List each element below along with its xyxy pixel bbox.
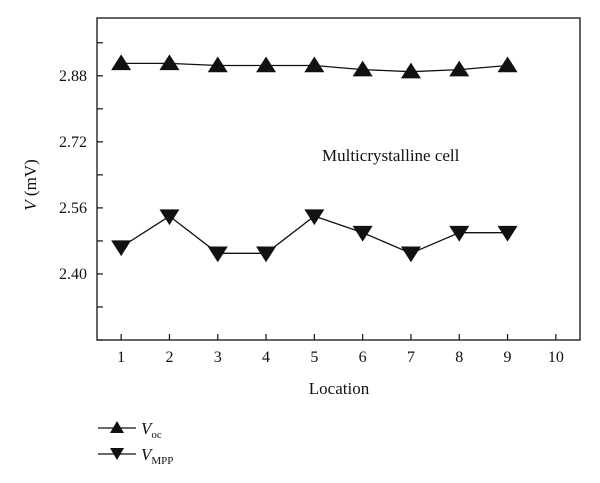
- legend-label-voc: Voc: [141, 419, 162, 441]
- chart-annotation: Multicrystalline cell: [322, 146, 460, 165]
- data-point: [207, 246, 228, 263]
- x-tick-label: 4: [262, 349, 270, 366]
- series-V-oc: [111, 54, 518, 79]
- data-point: [111, 240, 132, 257]
- data-point: [207, 56, 228, 73]
- data-point: [304, 209, 325, 226]
- data-point: [400, 62, 421, 79]
- y-axis-ticks: 2.40 2.56 2.72 2.88: [59, 42, 103, 341]
- x-tick-label: 8: [455, 349, 463, 366]
- x-tick-label: 6: [359, 349, 367, 366]
- data-point: [449, 60, 470, 77]
- legend-label-voc-main: V: [141, 419, 154, 438]
- data-point: [159, 209, 180, 226]
- x-tick-label: 2: [165, 349, 173, 366]
- data-point: [497, 225, 518, 242]
- data-point: [159, 54, 180, 71]
- legend-marker-triangle-up: [110, 421, 124, 433]
- data-point: [111, 54, 132, 71]
- y-tick-label: 2.56: [59, 200, 87, 217]
- legend-item-voc: Voc: [98, 419, 162, 441]
- series-V-MPP: [111, 209, 518, 263]
- legend-marker-triangle-down: [110, 448, 124, 460]
- x-axis-label: Location: [309, 379, 370, 398]
- y-tick-label: 2.40: [59, 266, 87, 283]
- plot-border: [96, 17, 581, 341]
- legend-label-voc-sub: oc: [151, 429, 162, 441]
- legend-label-vmpp-sub: MPP: [151, 455, 173, 467]
- series-layer: [111, 54, 518, 263]
- data-point: [449, 225, 470, 242]
- x-tick-label: 9: [504, 349, 512, 366]
- y-axis-label-variable: V: [21, 198, 40, 211]
- x-tick-label: 7: [407, 349, 415, 366]
- data-point: [497, 56, 518, 73]
- y-tick-label: 2.72: [59, 134, 87, 151]
- data-point: [304, 56, 325, 73]
- x-tick-label: 1: [117, 349, 125, 366]
- data-point: [400, 246, 421, 263]
- x-tick-label: 10: [548, 349, 564, 366]
- legend-label-vmpp: VMPP: [141, 445, 173, 467]
- y-tick-label: 2.88: [59, 68, 87, 85]
- plot-frame: [96, 17, 581, 341]
- legend: Voc VMPP: [98, 419, 173, 467]
- x-axis-ticks: 1 2 3 4 5 6 7 8 9 10: [117, 334, 564, 366]
- x-tick-label: 3: [214, 349, 222, 366]
- y-axis-label-unit: (mV): [21, 159, 40, 200]
- data-point: [352, 60, 373, 77]
- data-point: [352, 225, 373, 242]
- data-point: [256, 246, 277, 263]
- y-axis-label: V (mV): [21, 159, 40, 210]
- legend-item-vmpp: VMPP: [98, 445, 173, 467]
- data-point: [256, 56, 277, 73]
- x-tick-label: 5: [310, 349, 318, 366]
- legend-label-vmpp-main: V: [141, 445, 154, 464]
